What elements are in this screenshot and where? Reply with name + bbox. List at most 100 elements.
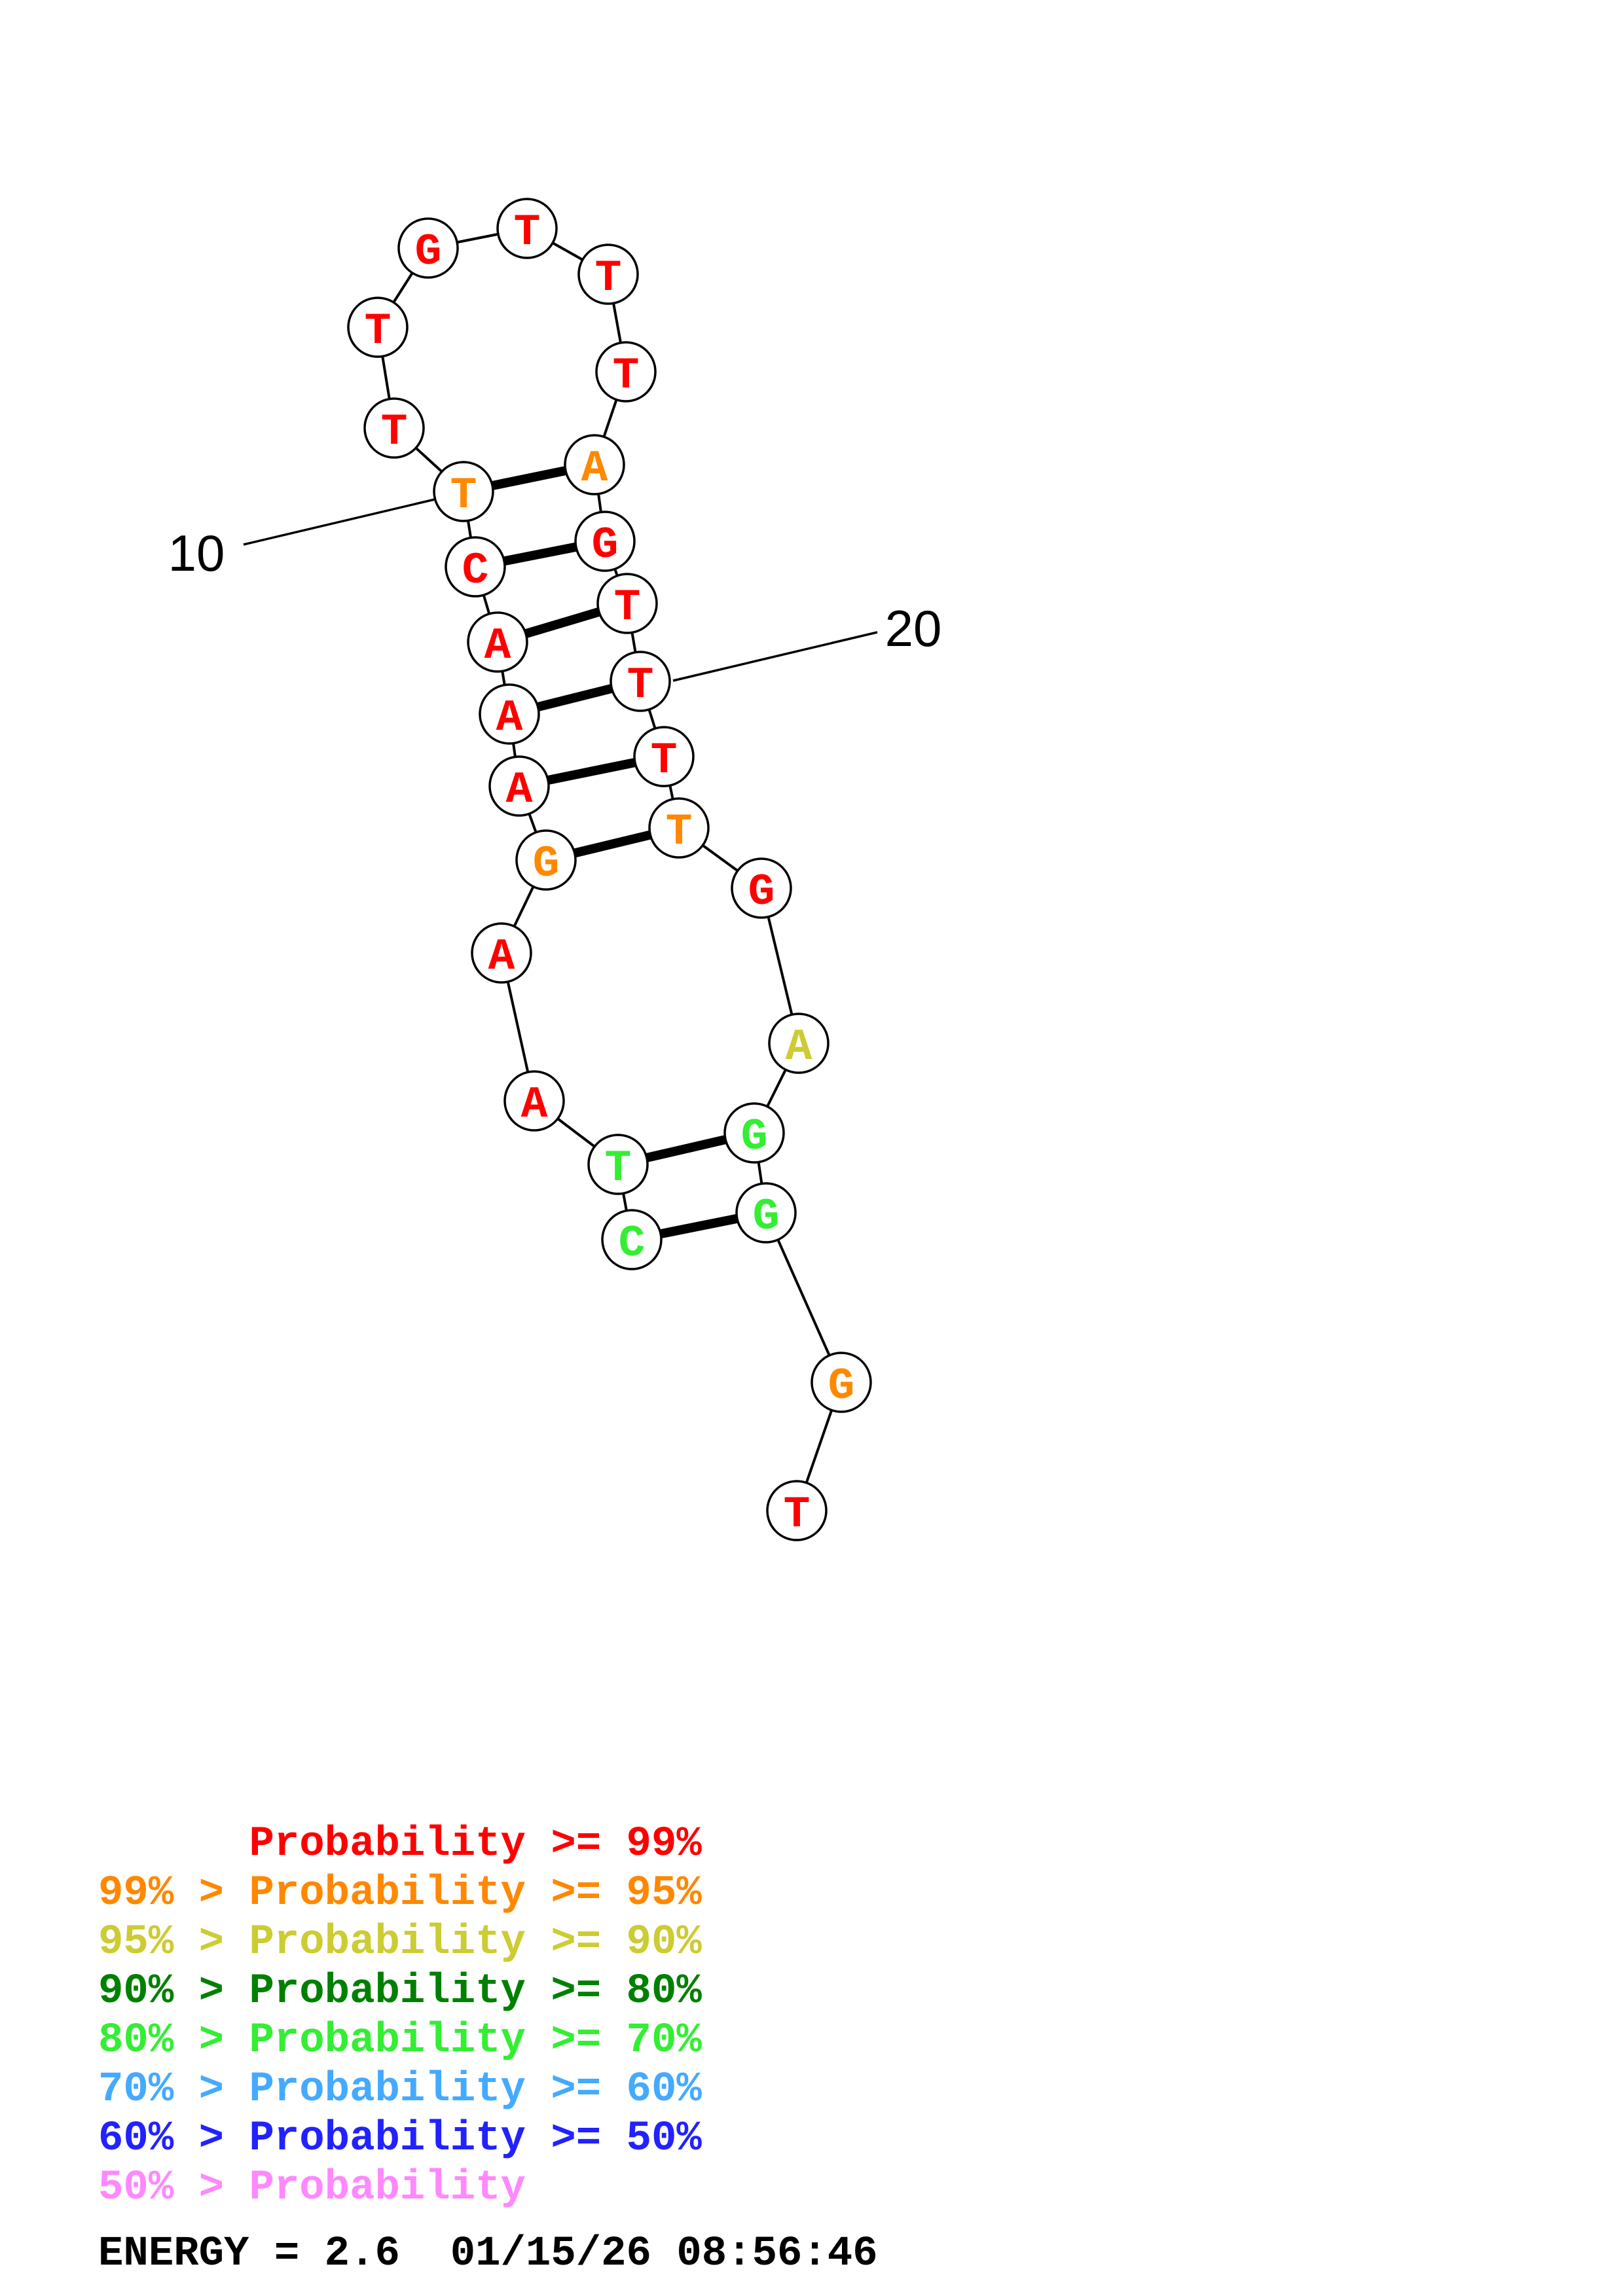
- nucleotide-circle: [363, 397, 425, 459]
- backbone-line: [765, 1212, 843, 1383]
- nucleotide-21-T: T: [633, 726, 695, 787]
- nucleotide-11-T: T: [363, 397, 425, 459]
- energy-footer: ENERGY = 2.6 01/15/26 08:56:46: [98, 2231, 878, 2278]
- base-letter: G: [753, 1192, 780, 1242]
- nucleotide-22-T: T: [648, 797, 710, 859]
- nucleotide-28-T: T: [766, 1480, 828, 1541]
- nucleotide-circle: [648, 797, 710, 859]
- base-letter: T: [613, 351, 640, 401]
- nucleotide-circle: [735, 1182, 797, 1244]
- nucleotide-25-G: G: [723, 1102, 785, 1164]
- legend-item: 95% > Probability >= 90%: [98, 1919, 702, 1966]
- nucleotide-circle: [574, 511, 636, 572]
- nucleotide-circle: [433, 461, 494, 522]
- nucleotide-circle: [515, 829, 577, 891]
- base-letter: A: [484, 621, 511, 672]
- base-letter: T: [614, 583, 641, 633]
- base-letter: T: [784, 1490, 811, 1540]
- sequence-position-label: 20: [885, 600, 942, 657]
- nucleotide-circle: [564, 434, 625, 495]
- marker-leader-line: [243, 498, 435, 546]
- base-letter: G: [748, 867, 775, 918]
- nucleotide-circle: [633, 726, 695, 787]
- nucleotide-circle: [811, 1352, 872, 1413]
- nucleotide-circle: [496, 198, 558, 259]
- base-letter: A: [488, 932, 515, 982]
- base-letter: G: [533, 839, 560, 889]
- legend-item: 70% > Probability >= 60%: [98, 2066, 702, 2113]
- nucleotide-9-C: C: [445, 536, 506, 598]
- base-letter: G: [741, 1112, 768, 1162]
- base-letter: T: [605, 1143, 632, 1194]
- legend-item: Probability >= 99%: [249, 1821, 702, 1868]
- nucleotide-16-T: T: [595, 341, 657, 403]
- nucleotide-circle: [479, 683, 540, 745]
- nucleotide-15-T: T: [577, 243, 639, 305]
- nucleotide-1-C: C: [601, 1209, 663, 1270]
- nucleotide-19-T: T: [596, 573, 658, 634]
- legend-item: 60% > Probability >= 50%: [98, 2115, 702, 2162]
- legend-item: 99% > Probability >= 95%: [98, 1870, 702, 1917]
- nucleotide-18-G: G: [574, 511, 636, 572]
- base-letter: C: [462, 546, 489, 596]
- legend-item: 80% > Probability >= 70%: [98, 2017, 702, 2064]
- nucleotide-26-G: G: [735, 1182, 797, 1244]
- base-letter: T: [381, 407, 408, 457]
- base-letter: A: [521, 1080, 548, 1130]
- base-letter: T: [651, 736, 678, 786]
- base-letter: T: [595, 253, 622, 304]
- base-letter: G: [828, 1361, 855, 1412]
- nucleotide-14-T: T: [496, 198, 558, 259]
- nucleotide-circle: [768, 1013, 830, 1074]
- nucleotide-circle: [595, 341, 657, 403]
- nucleotide-5-G: G: [515, 829, 577, 891]
- nucleotide-12-T: T: [347, 296, 409, 358]
- nucleotide-circle: [471, 922, 532, 984]
- nucleotide-6-A: A: [488, 755, 550, 817]
- nucleotide-10-T: T: [433, 461, 494, 522]
- legend-item: 90% > Probability >= 80%: [98, 1968, 702, 2015]
- base-letter: G: [592, 520, 619, 571]
- marker-leader-line: [672, 631, 878, 682]
- nucleotide-circle: [397, 217, 459, 279]
- sequence-position-label: 10: [168, 524, 225, 582]
- nucleotide-circle: [610, 651, 671, 712]
- base-letter: G: [415, 227, 442, 278]
- base-letter: A: [506, 765, 533, 816]
- probability-legend: Probability >= 99% 99% > Probability >= 9…: [98, 1820, 702, 2213]
- nucleotide-circle: [596, 573, 658, 634]
- nucleotide-circle: [601, 1209, 663, 1270]
- base-letter: T: [514, 207, 541, 258]
- base-letter: C: [619, 1219, 646, 1269]
- base-letter: A: [786, 1022, 812, 1073]
- nucleotide-3-A: A: [503, 1070, 565, 1132]
- nucleotide-circle: [503, 1070, 565, 1132]
- nucleotide-circle: [488, 755, 550, 817]
- nucleotide-circle: [723, 1102, 785, 1164]
- nucleotide-13-G: G: [397, 217, 459, 279]
- nucleotide-17-A: A: [564, 434, 625, 495]
- legend-item: 50% > Probability: [98, 2164, 526, 2212]
- nucleotide-27-G: G: [811, 1352, 872, 1413]
- base-letter: T: [666, 807, 693, 857]
- nucleotide-circle: [731, 857, 792, 919]
- nucleotide-circle: [587, 1134, 649, 1195]
- nucleotide-24-A: A: [768, 1013, 830, 1074]
- base-letter: T: [450, 471, 477, 521]
- nucleotide-circle: [467, 611, 528, 673]
- base-letter: T: [627, 660, 654, 711]
- base-letter: A: [496, 693, 523, 744]
- nucleotide-circle: [766, 1480, 828, 1541]
- nucleotide-20-T: T: [610, 651, 671, 712]
- nucleotide-circle: [347, 296, 409, 358]
- nucleotide-circle: [445, 536, 506, 598]
- nucleotide-23-G: G: [731, 857, 792, 919]
- nucleotide-4-A: A: [471, 922, 532, 984]
- nucleotide-7-A: A: [479, 683, 540, 745]
- nucleotide-2-T: T: [587, 1134, 649, 1195]
- base-letter: A: [581, 444, 608, 494]
- base-letter: T: [365, 306, 392, 357]
- nucleotide-circle: [577, 243, 639, 305]
